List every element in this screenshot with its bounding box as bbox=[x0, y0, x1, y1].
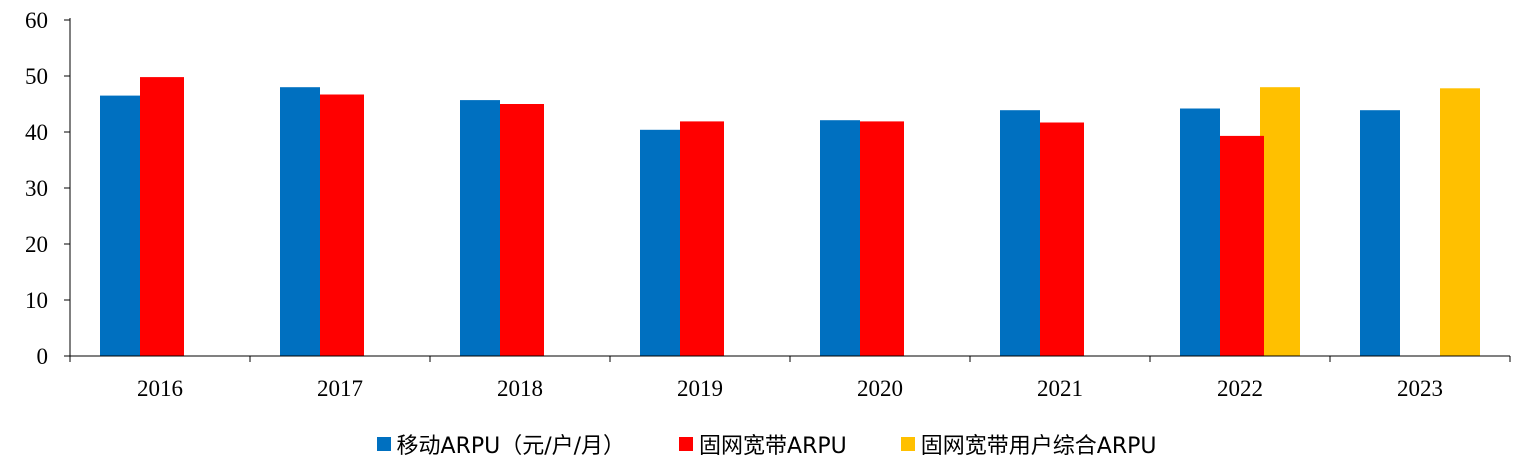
bar-broadband-composite-2023 bbox=[1440, 88, 1480, 356]
y-tick-label: 30 bbox=[25, 176, 48, 201]
bar-mobile-2023 bbox=[1360, 110, 1400, 356]
bar-broadband-2022 bbox=[1220, 136, 1264, 356]
x-tick-label: 2019 bbox=[677, 376, 723, 401]
y-tick-label: 20 bbox=[25, 232, 48, 257]
legend-label-broadband-composite: 固网宽带用户综合ARPU bbox=[921, 428, 1157, 460]
bar-mobile-2020 bbox=[820, 120, 860, 356]
bar-broadband-composite-2022 bbox=[1260, 87, 1300, 356]
bar-broadband-2020 bbox=[860, 121, 904, 356]
bar-broadband-2017 bbox=[320, 95, 364, 357]
y-tick-label: 0 bbox=[37, 344, 49, 369]
bar-broadband-2016 bbox=[140, 77, 184, 356]
x-tick-label: 2022 bbox=[1217, 376, 1263, 401]
y-tick-label: 60 bbox=[25, 8, 48, 33]
bar-broadband-2019 bbox=[680, 121, 724, 356]
bar-broadband-2018 bbox=[500, 104, 544, 356]
bar-mobile-2016 bbox=[100, 96, 140, 356]
bars-group bbox=[100, 77, 1480, 356]
legend-swatch-broadband bbox=[679, 437, 693, 451]
legend-swatch-broadband-composite bbox=[901, 437, 915, 451]
y-tick-label: 10 bbox=[25, 288, 48, 313]
bar-mobile-2019 bbox=[640, 130, 680, 356]
x-tick-label: 2016 bbox=[137, 376, 183, 401]
legend-item-broadband: 固网宽带ARPU bbox=[679, 428, 847, 460]
legend-item-mobile: 移动ARPU（元/户/月） bbox=[377, 428, 626, 460]
bar-chart: 0 10 20 30 40 50 60 2016 2017 2018 2019 2020 2021 202… bbox=[0, 0, 1533, 428]
legend-label-broadband: 固网宽带ARPU bbox=[699, 428, 847, 460]
x-tick-label: 2018 bbox=[497, 376, 543, 401]
legend-swatch-mobile bbox=[377, 437, 391, 451]
bar-mobile-2017 bbox=[280, 87, 320, 356]
legend-item-broadband-composite: 固网宽带用户综合ARPU bbox=[901, 428, 1157, 460]
x-tick-label: 2021 bbox=[1037, 376, 1083, 401]
legend: 移动ARPU（元/户/月） 固网宽带ARPU 固网宽带用户综合ARPU bbox=[0, 428, 1533, 460]
x-tick-label: 2017 bbox=[317, 376, 363, 401]
y-tick-label: 50 bbox=[25, 64, 48, 89]
bar-mobile-2022 bbox=[1180, 109, 1220, 357]
bar-mobile-2021 bbox=[1000, 110, 1040, 356]
y-tick-label: 40 bbox=[25, 120, 48, 145]
x-tick-label: 2020 bbox=[857, 376, 903, 401]
legend-label-mobile: 移动ARPU（元/户/月） bbox=[397, 428, 626, 460]
x-tick-label: 2023 bbox=[1397, 376, 1443, 401]
bar-mobile-2018 bbox=[460, 100, 500, 356]
bar-broadband-2021 bbox=[1040, 123, 1084, 357]
